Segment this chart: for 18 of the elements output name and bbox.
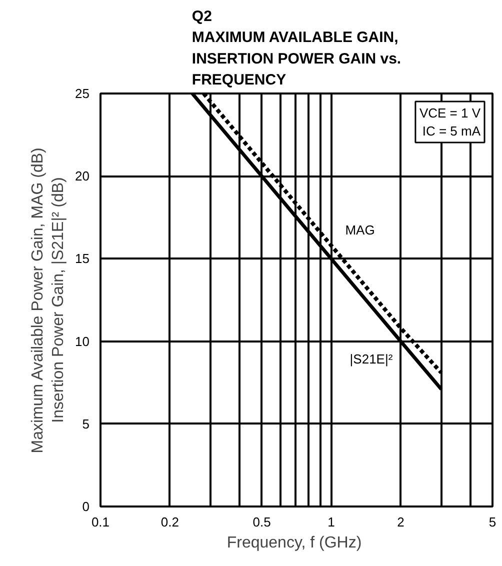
x-tick-label: 1: [328, 514, 335, 530]
annotation: VCE = 1 V IC = 5 mA: [419, 106, 481, 138]
y-tick-label: 10: [75, 334, 90, 349]
x-axis-title: Frequency, f (GHz): [226, 534, 362, 552]
y-tick-label: 15: [75, 251, 90, 266]
x-tick-label: 5: [488, 514, 496, 530]
y-tick-label: 0: [82, 499, 90, 514]
x-tick-label: 0.1: [91, 514, 110, 530]
x-tick-label: 2: [397, 514, 404, 530]
series-label: |S21E|²: [350, 351, 394, 366]
y-tick-label: 20: [75, 168, 90, 184]
series-label: MAG: [345, 222, 375, 238]
y-tick-label: 25: [75, 86, 90, 101]
chart-title: Q2 MAXIMUM AVAILABLE GAIN, INSERTION POWER GAIN vs. FREQUENCY: [192, 8, 402, 88]
y-axis-title: Maximum Available Power Gain, MAG (dB) Insertion Power Gain, |S21E|² (dB): [30, 148, 68, 454]
y-tick-label: 5: [82, 416, 90, 432]
x-tick-label: 0.5: [252, 514, 271, 530]
x-tick-label: 0.2: [160, 514, 179, 530]
